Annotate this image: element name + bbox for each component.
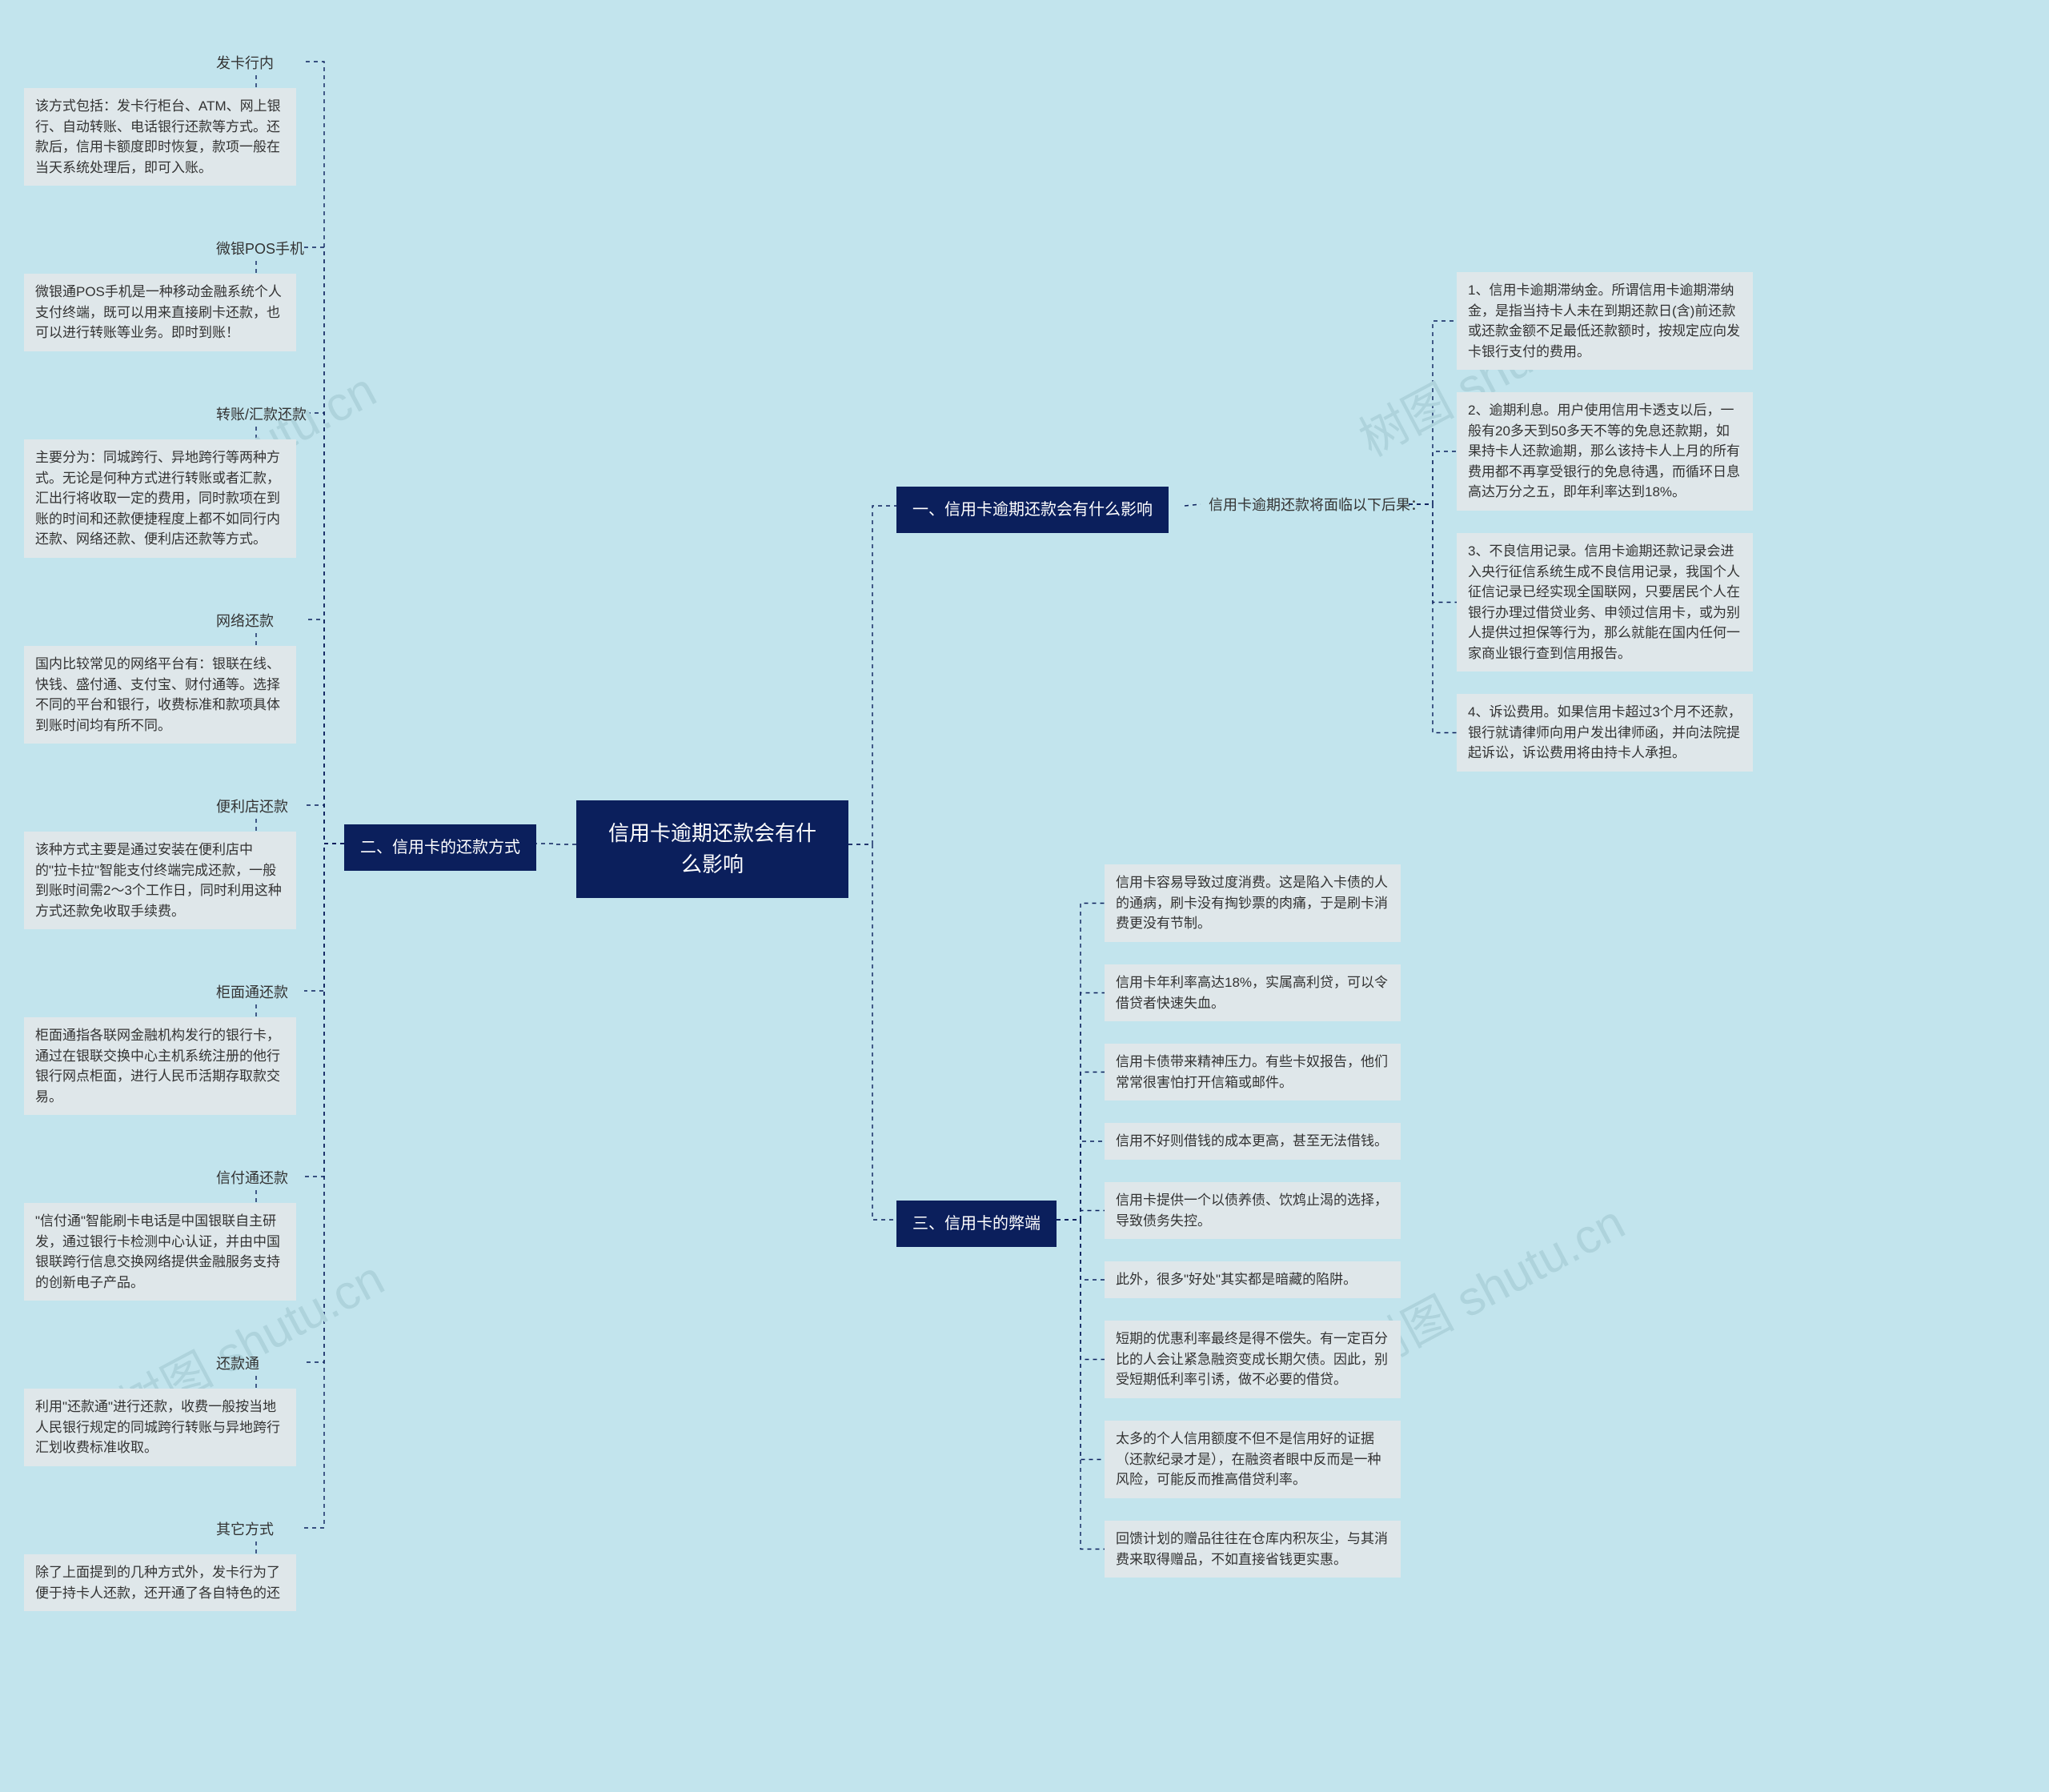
leaf-node: 短期的优惠利率最终是得不偿失。有一定百分比的人会让紧急融资变成长期欠债。因此，别… xyxy=(1105,1321,1401,1398)
method-desc: 国内比较常见的网络平台有：银联在线、快钱、盛付通、支付宝、财付通等。选择不同的平… xyxy=(24,646,296,744)
leaf-node: 3、不良信用记录。信用卡逾期还款记录会进入央行征信系统生成不良信用记录，我国个人… xyxy=(1457,533,1753,671)
method-label: 网络还款 xyxy=(208,606,282,637)
leaf-node: 2、逾期利息。用户使用信用卡透支以后，一般有20多天到50多天不等的免息还款期，… xyxy=(1457,392,1753,511)
leaf-node: 太多的个人信用额度不但不是信用好的证据（还款纪录才是），在融资者眼中反而是一种风… xyxy=(1105,1421,1401,1498)
method-desc: 除了上面提到的几种方式外，发卡行为了便于持卡人还款，还开通了各自特色的还 xyxy=(24,1554,296,1611)
method-desc: "信付通"智能刷卡电话是中国银联自主研发，通过银行卡检测中心认证，并由中国银联跨… xyxy=(24,1203,296,1301)
leaf-node: 1、信用卡逾期滞纳金。所谓信用卡逾期滞纳金，是指当持卡人未在到期还款日(含)前还… xyxy=(1457,272,1753,370)
connector-layer xyxy=(0,0,2049,1792)
leaf-node: 信用卡债带来精神压力。有些卡奴报告，他们常常很害怕打开信箱或邮件。 xyxy=(1105,1044,1401,1100)
method-label: 信付通还款 xyxy=(208,1163,296,1194)
method-label: 便利店还款 xyxy=(208,792,296,823)
root-node: 信用卡逾期还款会有什么影响 xyxy=(576,800,848,898)
branch-node: 二、信用卡的还款方式 xyxy=(344,824,536,871)
method-label: 发卡行内 xyxy=(208,48,282,79)
branch-node: 一、信用卡逾期还款会有什么影响 xyxy=(896,487,1169,533)
leaf-node: 回馈计划的赠品往往在仓库内积灰尘，与其消费来取得赠品，不如直接省钱更实惠。 xyxy=(1105,1521,1401,1578)
method-label: 其它方式 xyxy=(208,1514,282,1545)
method-label: 还款通 xyxy=(208,1349,267,1380)
leaf-node: 信用卡年利率高达18%，实属高利贷，可以令借贷者快速失血。 xyxy=(1105,964,1401,1021)
branch-node: 三、信用卡的弊端 xyxy=(896,1201,1057,1247)
method-label: 微银POS手机 xyxy=(208,234,312,265)
method-desc: 柜面通指各联网金融机构发行的银行卡，通过在银联交换中心主机系统注册的他行银行网点… xyxy=(24,1017,296,1115)
method-desc: 微银通POS手机是一种移动金融系统个人支付终端，既可以用来直接刷卡还款，也可以进… xyxy=(24,274,296,351)
method-desc: 该种方式主要是通过安装在便利店中的"拉卡拉"智能支付终端完成还款，一般到账时间需… xyxy=(24,832,296,929)
mindmap-canvas: 树图 shutu.cn树图 shutu.cn树图 shutu.cn树图 shut… xyxy=(0,0,2049,1792)
leaf-node: 信用卡提供一个以债养债、饮鸩止渴的选择，导致债务失控。 xyxy=(1105,1182,1401,1239)
leaf-node: 信用不好则借钱的成本更高，甚至无法借钱。 xyxy=(1105,1123,1401,1160)
method-desc: 主要分为：同城跨行、异地跨行等两种方式。无论是何种方式进行转账或者汇款，汇出行将… xyxy=(24,439,296,558)
method-label: 转账/汇款还款 xyxy=(208,399,315,431)
leaf-node: 此外，很多"好处"其实都是暗藏的陷阱。 xyxy=(1105,1261,1401,1298)
intermediate-label: 信用卡逾期还款将面临以下后果： xyxy=(1201,490,1433,521)
leaf-node: 信用卡容易导致过度消费。这是陷入卡债的人的通病，刷卡没有掏钞票的肉痛，于是刷卡消… xyxy=(1105,864,1401,942)
method-desc: 该方式包括：发卡行柜台、ATM、网上银行、自动转账、电话银行还款等方式。还款后，… xyxy=(24,88,296,186)
method-label: 柜面通还款 xyxy=(208,977,296,1008)
method-desc: 利用"还款通"进行还款，收费一般按当地人民银行规定的同城跨行转账与异地跨行汇划收… xyxy=(24,1389,296,1466)
leaf-node: 4、诉讼费用。如果信用卡超过3个月不还款，银行就请律师向用户发出律师函，并向法院… xyxy=(1457,694,1753,772)
